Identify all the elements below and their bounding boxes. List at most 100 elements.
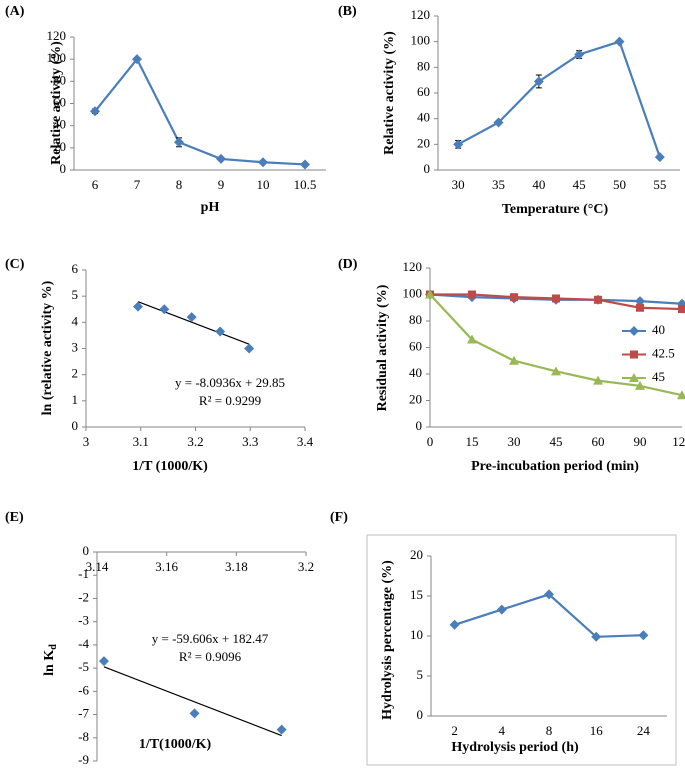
y-tick-label: -9 xyxy=(78,752,89,767)
y-axis-title: Hydrolysis percentage (%) xyxy=(380,560,395,720)
marker xyxy=(468,290,476,299)
y-tick-label: 20 xyxy=(409,391,422,406)
y-tick-label: 0 xyxy=(83,543,90,558)
marker xyxy=(244,343,255,354)
y-tick-label: 4 xyxy=(72,313,79,328)
marker xyxy=(496,604,507,615)
marker xyxy=(90,106,100,117)
y-tick-label: -5 xyxy=(78,659,89,674)
marker xyxy=(186,312,197,323)
x-tick-label: 2 xyxy=(451,723,458,738)
y-tick-label: 40 xyxy=(53,117,66,132)
x-axis-title: 1/T(1000/K) xyxy=(139,737,212,752)
series-line xyxy=(454,593,644,638)
panel-label: (F) xyxy=(330,510,348,525)
marker xyxy=(533,76,544,87)
y-tick-label: 100 xyxy=(47,50,67,65)
marker xyxy=(678,305,685,314)
marker xyxy=(677,390,685,400)
y-tick-label: 100 xyxy=(411,33,431,48)
marker xyxy=(453,139,464,150)
marker xyxy=(629,373,639,382)
y-tick-label: -2 xyxy=(78,589,89,604)
marker xyxy=(636,303,644,312)
y-tick-label: 5 xyxy=(72,287,79,302)
y-tick-label: 20 xyxy=(410,547,423,562)
x-axis-title: Temperature (°C) xyxy=(502,202,609,217)
marker xyxy=(159,304,170,315)
panel-label: (C) xyxy=(5,257,25,272)
x-tick-label: 10.5 xyxy=(294,177,317,192)
x-axis-title: pH xyxy=(201,200,220,215)
x-tick-label: 3 xyxy=(83,434,90,449)
marker xyxy=(133,301,144,312)
x-tick-label: 24 xyxy=(637,723,651,738)
y-tick-label: 60 xyxy=(417,84,430,99)
x-tick-label: 15 xyxy=(466,434,479,449)
y-tick-label: 0 xyxy=(417,707,424,722)
marker xyxy=(638,630,649,641)
y-tick-label: -3 xyxy=(78,613,89,628)
x-axis-title: Pre-incubation period (min) xyxy=(471,459,639,474)
y-tick-label: 2 xyxy=(72,366,79,381)
series-line xyxy=(457,40,661,158)
y-tick-label: -4 xyxy=(78,636,89,651)
y-tick-label: 5 xyxy=(417,667,424,682)
x-tick-label: 3.3 xyxy=(242,434,258,449)
marker xyxy=(98,656,109,667)
y-axis-title-text: Hydrolysis percentage (%) xyxy=(380,560,395,720)
x-tick-label: 45 xyxy=(573,177,586,192)
y-tick-label: 100 xyxy=(403,285,423,300)
annotation: R² = 0.9096 xyxy=(179,649,242,664)
x-tick-label: 8 xyxy=(176,177,183,192)
x-tick-label: 55 xyxy=(653,177,666,192)
y-tick-label: 6 xyxy=(72,261,79,276)
y-axis-title-text: Relative activity (%) xyxy=(49,41,64,165)
marker xyxy=(189,708,200,719)
y-tick-label: 40 xyxy=(409,365,422,380)
y-axis-title: Relative activity (%) xyxy=(382,31,397,155)
marker xyxy=(551,366,561,376)
y-axis-title: ln Kd xyxy=(42,644,59,676)
annotation: R² = 0.9299 xyxy=(199,393,261,408)
y-tick-label: 60 xyxy=(53,94,66,109)
trendline xyxy=(137,301,250,345)
marker xyxy=(300,159,310,170)
y-axis-title-sub: d xyxy=(48,644,59,650)
marker xyxy=(635,296,645,307)
y-axis-title-text: ln K xyxy=(42,650,57,676)
panel-label: (B) xyxy=(338,4,357,19)
marker xyxy=(593,375,603,385)
x-tick-label: 35 xyxy=(492,177,505,192)
y-tick-label: 20 xyxy=(417,135,430,150)
series-line xyxy=(94,57,306,166)
x-tick-label: 6 xyxy=(92,177,99,192)
x-tick-label: 3.1 xyxy=(133,434,149,449)
x-tick-label: 3.16 xyxy=(155,559,178,574)
y-tick-label: 60 xyxy=(409,338,422,353)
y-tick-label: 80 xyxy=(53,72,66,87)
marker xyxy=(215,326,226,337)
y-tick-label: 80 xyxy=(409,312,422,327)
annotation: y = -8.0936x + 29.85 xyxy=(175,375,285,390)
marker xyxy=(630,350,638,359)
marker xyxy=(509,355,519,365)
y-axis-title-text: Residual activity (%) xyxy=(375,284,390,411)
marker xyxy=(594,295,602,304)
marker xyxy=(614,36,625,47)
x-tick-label: 50 xyxy=(613,177,626,192)
x-tick-label: 4 xyxy=(499,723,506,738)
panel-label: (A) xyxy=(5,4,25,19)
x-tick-label: 3.14 xyxy=(86,559,109,574)
x-tick-label: 120 xyxy=(672,434,685,449)
x-tick-label: 10 xyxy=(257,177,270,192)
x-tick-label: 45 xyxy=(550,434,563,449)
x-tick-label: 40 xyxy=(532,177,545,192)
y-tick-label: 0 xyxy=(424,161,431,176)
y-tick-label: 120 xyxy=(47,28,67,43)
legend-label: 40 xyxy=(652,322,665,337)
panel-label: (D) xyxy=(338,257,358,272)
marker xyxy=(174,137,184,148)
marker xyxy=(635,380,645,390)
x-axis-title: Hydrolysis period (h) xyxy=(451,740,579,755)
